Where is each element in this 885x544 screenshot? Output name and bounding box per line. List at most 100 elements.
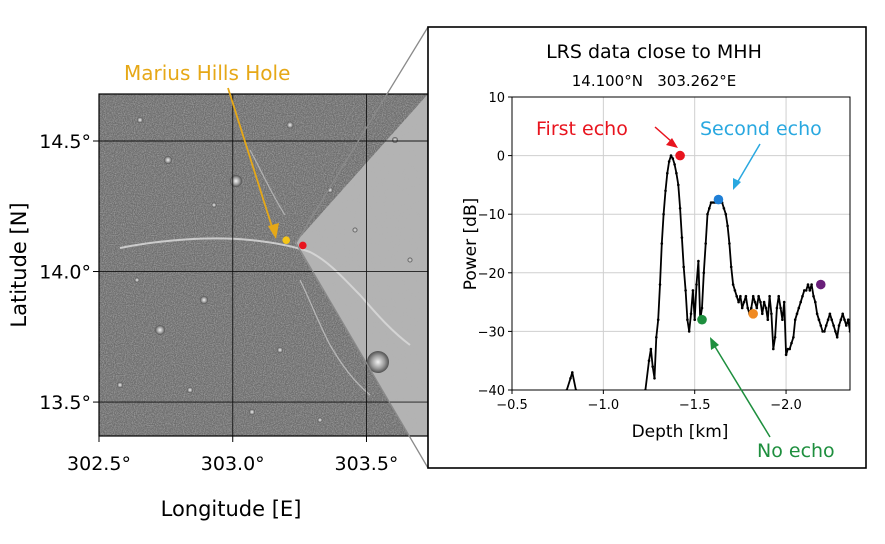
data-point [682, 265, 685, 269]
first-echo-arrow-head [666, 138, 678, 148]
data-point [569, 377, 572, 380]
map-xtick-label: 302.5° [67, 453, 131, 475]
data-point [761, 312, 764, 316]
data-point [772, 347, 775, 351]
map-rille [119, 237, 411, 346]
data-point [837, 324, 841, 327]
first-echo-arrow [654, 126, 673, 143]
data-point [691, 289, 695, 292]
plot-axes-frame [511, 96, 851, 391]
data-point [706, 212, 709, 216]
chart-title: LRS data close to MHH [546, 41, 762, 63]
plot-xtick-label: −1.5 [679, 398, 711, 413]
data-point [792, 336, 795, 339]
data-point [662, 212, 665, 216]
data-point [768, 294, 771, 298]
data-point [759, 300, 762, 304]
echo-markers [675, 150, 826, 325]
echo-marker [748, 309, 758, 319]
data-point [788, 347, 791, 351]
data-point [819, 324, 823, 327]
data-point [777, 294, 780, 298]
data-point [737, 300, 740, 304]
data-point [669, 154, 673, 157]
data-point [824, 324, 828, 327]
plot-xlabel: Depth [km] [632, 422, 729, 442]
data-point [810, 283, 813, 286]
map-ylabel: Latitude [N] [7, 202, 31, 327]
data-point [651, 365, 654, 368]
map-xtick-label: 303.5° [335, 453, 399, 475]
data-point [742, 300, 746, 304]
data-point [812, 294, 815, 298]
data-point [686, 318, 689, 322]
data-point [653, 377, 656, 380]
data-point [680, 236, 684, 239]
plot-ytick-label: −40 [478, 384, 505, 399]
data-point [784, 353, 788, 357]
no-echo-arrow [713, 344, 771, 438]
data-point [655, 336, 658, 339]
data-point [660, 242, 664, 245]
annotation-second-echo: Second echo [700, 118, 822, 140]
data-point [697, 259, 700, 263]
data-point [832, 324, 835, 327]
data-point [846, 318, 850, 322]
inset-frame [427, 26, 867, 469]
data-point [804, 289, 808, 292]
data-point [773, 336, 777, 339]
annotation-arrow-head [268, 223, 279, 239]
data-point [647, 359, 651, 363]
data-point [814, 300, 817, 304]
data-point [708, 207, 711, 210]
data-point [793, 318, 797, 322]
data-point [762, 300, 766, 304]
data-point [821, 330, 824, 333]
data-point [753, 300, 757, 304]
data-point [684, 289, 687, 292]
data-point [709, 201, 713, 204]
data-point [781, 318, 784, 322]
data-point [782, 300, 786, 304]
second-echo-arrow-head [733, 178, 741, 190]
data-point [675, 171, 678, 175]
plot-ytick-label: −10 [478, 208, 505, 223]
data-point [711, 201, 715, 204]
data-point [735, 294, 738, 298]
data-point [739, 294, 742, 298]
map-ticks: 302.5° 303.0° 303.5° 14.5° 14.0° 13.5° [39, 131, 398, 475]
data-point [695, 283, 698, 286]
data-point [757, 294, 760, 298]
map-ytick-label: 14.5° [39, 131, 91, 153]
echo-marker [713, 194, 724, 205]
data-point [702, 271, 706, 275]
data-point [571, 371, 574, 374]
map-xtick-label: 303.0° [201, 453, 265, 475]
plot-ylabel: Power [dB] [461, 198, 481, 291]
data-point [806, 283, 810, 286]
data-point [801, 294, 804, 298]
data-point [678, 207, 682, 210]
zoom-connector-bottom [295, 242, 429, 469]
data-point [835, 336, 839, 339]
data-point [823, 330, 826, 333]
plot-ytick-label: 0 [497, 150, 505, 165]
data-point [664, 189, 667, 193]
data-point [764, 306, 768, 310]
plot-ytick-label: 10 [488, 91, 505, 106]
plot-xtick-label: −2.0 [770, 398, 802, 413]
data-point [722, 207, 726, 210]
lrs-point [299, 241, 307, 250]
data-point [775, 306, 779, 310]
data-point [750, 306, 753, 310]
data-point [766, 318, 770, 322]
echo-marker [815, 279, 826, 290]
data-point [751, 294, 755, 298]
map-grid [99, 94, 428, 436]
data-point [815, 312, 819, 316]
data-point [834, 330, 837, 333]
data-point [790, 341, 793, 345]
data-point [649, 347, 653, 351]
data-point [728, 242, 731, 245]
